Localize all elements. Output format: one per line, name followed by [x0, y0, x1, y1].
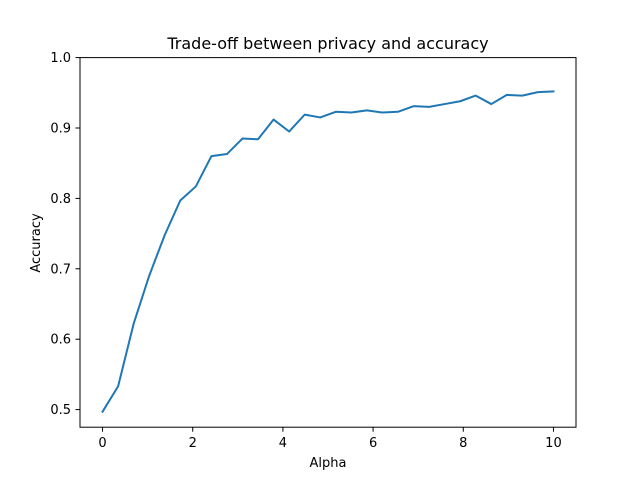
plot-area — [79, 57, 577, 428]
x-axis-label: Alpha — [310, 456, 347, 471]
x-tick-label: 8 — [459, 436, 467, 451]
y-tick-label: 0.9 — [50, 122, 71, 137]
y-tick-label: 0.8 — [50, 192, 71, 207]
y-axis-ticks: 0.5 0.6 0.7 0.8 0.9 1.0 — [50, 51, 80, 418]
x-tick-label: 0 — [98, 436, 106, 451]
series-line-0 — [101, 90, 555, 414]
plot-frame — [79, 57, 577, 428]
x-tick-label: 6 — [369, 436, 377, 451]
y-tick-label: 0.5 — [50, 403, 71, 418]
x-tick-label: 4 — [279, 436, 287, 451]
y-tick-label: 0.6 — [50, 333, 71, 348]
chart-title: Trade-off between privacy and accuracy — [166, 34, 488, 53]
x-tick-label: 2 — [189, 436, 197, 451]
y-axis-label: Accuracy — [29, 213, 44, 273]
y-tick-label: 1.0 — [50, 51, 71, 66]
x-tick-label: 10 — [545, 436, 562, 451]
x-axis-ticks: 0 2 4 6 8 10 — [98, 427, 562, 451]
y-tick-label: 0.7 — [50, 262, 71, 277]
